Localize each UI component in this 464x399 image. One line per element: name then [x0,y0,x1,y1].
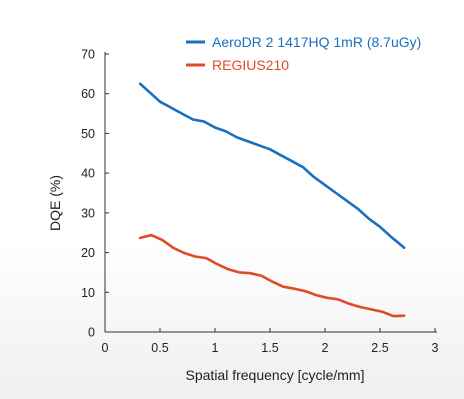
x-tick-label: 0.5 [151,341,168,355]
y-tick-label: 50 [81,127,95,141]
y-tick-label: 30 [81,206,95,220]
legend-label-0: AeroDR 2 1417HQ 1mR (8.7uGy) [212,34,421,50]
series-line-0 [138,82,406,250]
y-axis-label: DQE (%) [47,175,63,231]
x-axis-label: Spatial frequency [cycle/mm] [186,367,365,383]
legend: AeroDR 2 1417HQ 1mR (8.7uGy) REGIUS210 [186,34,421,73]
x-tick-label: 2.5 [371,341,388,355]
y-tick-label: 10 [81,286,95,300]
y-tick-label: 40 [81,167,95,181]
series-line-1 [138,233,406,318]
x-tick-label: 3 [432,341,439,355]
x-tick-label: 1.5 [261,341,278,355]
x-tick-label: 1 [212,341,219,355]
y-tick-label: 60 [81,87,95,101]
x-tick-label: 2 [322,341,329,355]
x-tick-label: 0 [102,341,109,355]
y-tick-label: 0 [88,326,95,340]
y-tick-label: 20 [81,246,95,260]
legend-label-1: REGIUS210 [212,57,289,73]
y-tick-label: 70 [81,48,95,62]
